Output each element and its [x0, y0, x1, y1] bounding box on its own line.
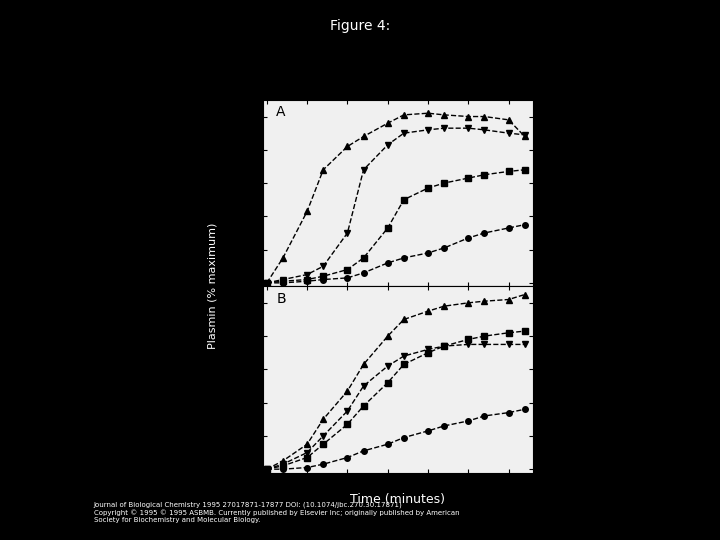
Text: B: B — [276, 292, 286, 306]
X-axis label: Time (minutes): Time (minutes) — [351, 493, 445, 506]
Text: Copyright © 1995 © 1995 ASBMB. Currently published by Elsevier Inc; originally p: Copyright © 1995 © 1995 ASBMB. Currently… — [94, 509, 459, 516]
Text: Society for Biochemistry and Molecular Biology.: Society for Biochemistry and Molecular B… — [94, 517, 260, 523]
Text: Plasmin (% maximum): Plasmin (% maximum) — [207, 223, 217, 349]
Text: Journal of Biological Chemistry 1995 27017871-17877 DOI: (10.1074/jbc.270.30.178: Journal of Biological Chemistry 1995 270… — [94, 501, 402, 508]
Text: Figure 4:: Figure 4: — [330, 19, 390, 33]
Text: A: A — [276, 105, 286, 119]
